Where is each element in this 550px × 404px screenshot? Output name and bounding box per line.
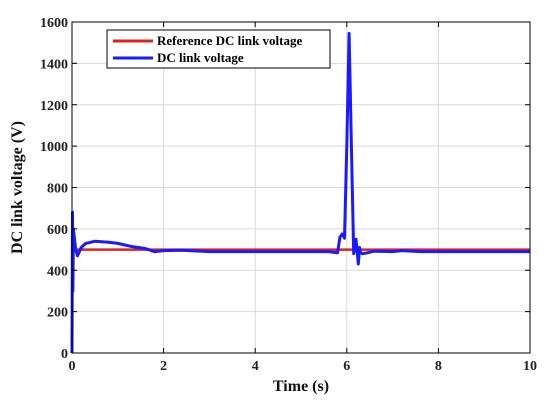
y-tick-label: 200 bbox=[47, 306, 68, 321]
y-axis-title: DC link voltage (V) bbox=[9, 121, 26, 254]
y-tick-label: 0 bbox=[61, 347, 68, 362]
x-tick-label: 0 bbox=[69, 359, 76, 374]
x-tick-label: 6 bbox=[343, 359, 350, 374]
legend-box bbox=[106, 29, 331, 69]
x-tick-label: 4 bbox=[252, 359, 259, 374]
x-tick-label: 8 bbox=[435, 359, 442, 374]
y-tick-label: 1400 bbox=[40, 57, 68, 72]
series-layer bbox=[70, 31, 530, 354]
dc-link-voltage-line bbox=[70, 31, 530, 354]
x-tick-label: 2 bbox=[160, 359, 167, 374]
y-tick-label: 600 bbox=[47, 223, 68, 238]
y-tick-label: 1000 bbox=[40, 140, 68, 155]
y-tick-label: 400 bbox=[47, 264, 68, 279]
y-tick-label: 1600 bbox=[40, 16, 68, 31]
y-tick-label: 800 bbox=[47, 182, 68, 197]
legend-label-dc-link: DC link voltage bbox=[157, 50, 244, 65]
legend: Reference DC link voltage DC link voltag… bbox=[106, 29, 331, 69]
x-tick-label: 10 bbox=[523, 359, 537, 374]
ticks-layer: 0 2 4 6 8 10 0 200 400 600 800 1000 1200 1400 1600 bbox=[40, 16, 537, 374]
legend-label-reference: Reference DC link voltage bbox=[157, 33, 302, 48]
x-axis-title: Time (s) bbox=[273, 378, 329, 395]
y-tick-label: 1200 bbox=[40, 99, 68, 114]
